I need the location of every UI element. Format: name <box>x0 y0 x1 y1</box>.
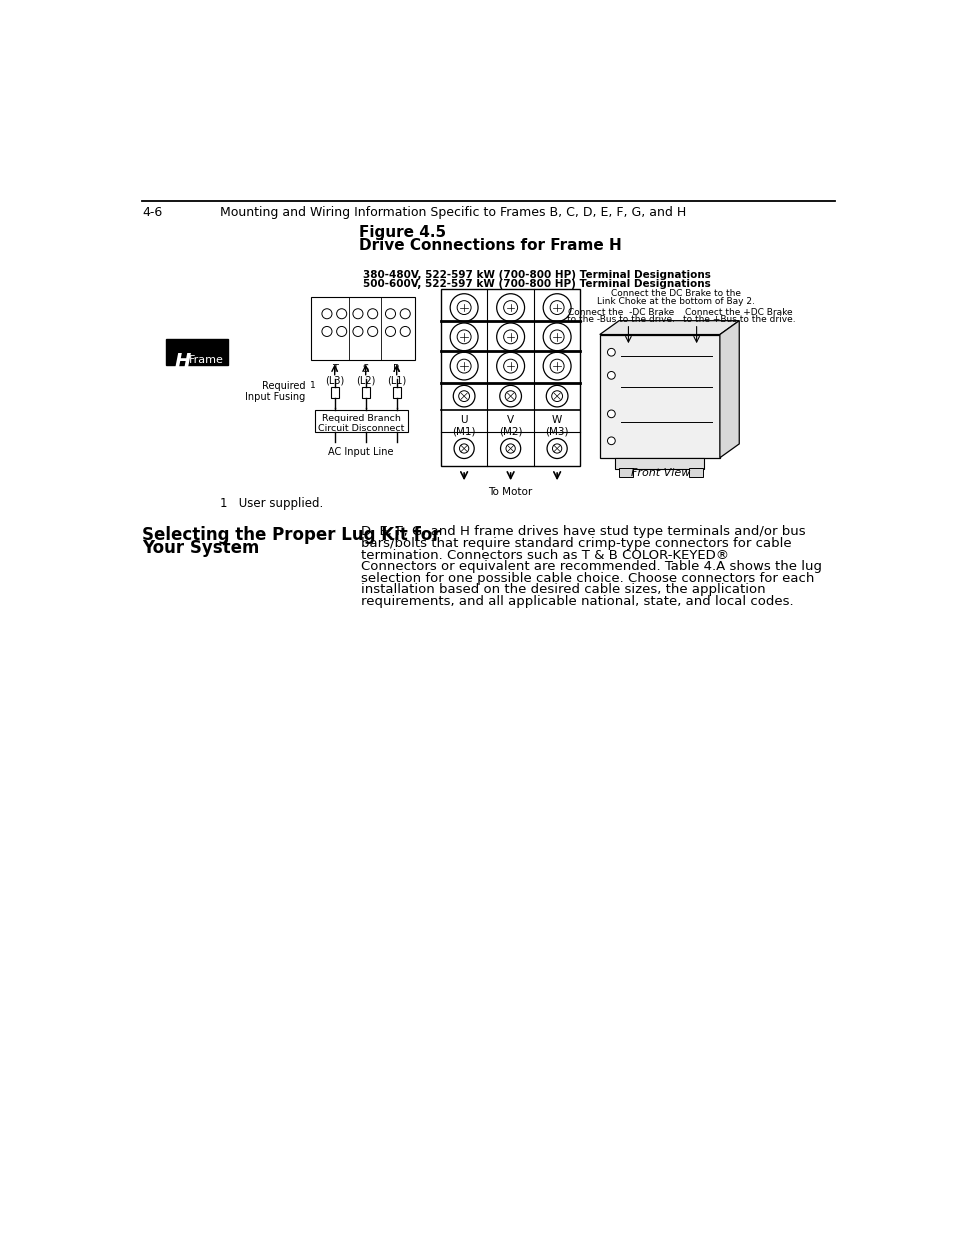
Bar <box>618 468 633 477</box>
Circle shape <box>607 348 615 356</box>
Bar <box>440 289 579 466</box>
Text: 4-6: 4-6 <box>142 206 163 219</box>
Text: Frame: Frame <box>189 354 224 364</box>
Bar <box>311 296 415 359</box>
Text: AC Input Line: AC Input Line <box>328 447 394 457</box>
Text: requirements, and all applicable national, state, and local codes.: requirements, and all applicable nationa… <box>360 595 793 608</box>
Text: termination. Connectors such as T & B COLOR-KEYED®: termination. Connectors such as T & B CO… <box>360 548 728 562</box>
Text: Connectors or equivalent are recommended. Table 4.A shows the lug: Connectors or equivalent are recommended… <box>360 561 821 573</box>
Text: 380-480V, 522-597 kW (700-800 HP) Terminal Designations: 380-480V, 522-597 kW (700-800 HP) Termin… <box>363 270 711 280</box>
Text: Link Choke at the bottom of Bay 2.: Link Choke at the bottom of Bay 2. <box>597 296 754 306</box>
Text: Front View: Front View <box>630 468 689 478</box>
Text: to the +Bus to the drive.: to the +Bus to the drive. <box>682 315 795 325</box>
Bar <box>688 468 702 477</box>
Bar <box>615 458 703 469</box>
Polygon shape <box>599 321 739 335</box>
Circle shape <box>607 372 615 379</box>
Circle shape <box>607 410 615 417</box>
Text: Required Branch
Circuit Disconnect: Required Branch Circuit Disconnect <box>317 414 404 433</box>
Text: 1: 1 <box>310 380 315 390</box>
Text: to the -Bus to the drive.: to the -Bus to the drive. <box>567 315 675 325</box>
Bar <box>166 340 228 366</box>
Bar <box>331 387 338 399</box>
Text: U
(M1): U (M1) <box>452 415 476 436</box>
Text: Required
Input Fusing: Required Input Fusing <box>245 380 305 403</box>
Text: D, E, F, G, and H frame drives have stud type terminals and/or bus: D, E, F, G, and H frame drives have stud… <box>360 526 805 538</box>
Text: Selecting the Proper Lug Kit for: Selecting the Proper Lug Kit for <box>142 526 440 543</box>
Text: 1   User supplied.: 1 User supplied. <box>220 496 323 510</box>
Text: Drive Connections for Frame H: Drive Connections for Frame H <box>359 237 621 252</box>
Text: installation based on the desired cable sizes, the application: installation based on the desired cable … <box>360 583 765 597</box>
Text: R
(L1): R (L1) <box>387 364 406 385</box>
Bar <box>361 387 369 399</box>
Polygon shape <box>720 321 739 458</box>
Text: To Motor: To Motor <box>488 487 532 496</box>
Text: H: H <box>174 352 192 372</box>
Text: T
(L3): T (L3) <box>325 364 344 385</box>
Text: bars/bolts that require standard crimp-type connectors for cable: bars/bolts that require standard crimp-t… <box>360 537 791 550</box>
Bar <box>314 410 407 431</box>
Text: W
(M3): W (M3) <box>545 415 568 436</box>
Text: Connect the DC Brake to the: Connect the DC Brake to the <box>610 289 740 298</box>
Text: V
(M2): V (M2) <box>498 415 522 436</box>
Text: Figure 4.5: Figure 4.5 <box>359 225 446 240</box>
Bar <box>599 335 720 458</box>
Text: Mounting and Wiring Information Specific to Frames B, C, D, E, F, G, and H: Mounting and Wiring Information Specific… <box>220 206 685 219</box>
Bar <box>393 387 400 399</box>
Text: S
(L2): S (L2) <box>355 364 375 385</box>
Text: Connect the +DC Brake: Connect the +DC Brake <box>684 309 792 317</box>
Text: Connect the  -DC Brake: Connect the -DC Brake <box>568 309 674 317</box>
Text: selection for one possible cable choice. Choose connectors for each: selection for one possible cable choice.… <box>360 572 814 584</box>
Text: Your System: Your System <box>142 538 259 557</box>
Circle shape <box>607 437 615 445</box>
Text: 500-600V, 522-597 kW (700-800 HP) Terminal Designations: 500-600V, 522-597 kW (700-800 HP) Termin… <box>363 279 710 289</box>
